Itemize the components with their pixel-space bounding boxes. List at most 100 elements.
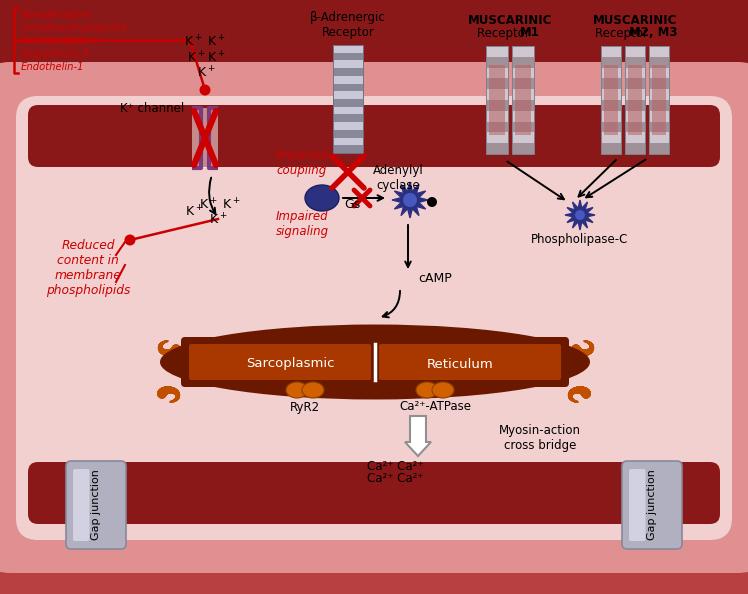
Text: Receptor: Receptor — [595, 27, 652, 39]
Bar — [333, 45, 363, 53]
Polygon shape — [565, 200, 595, 230]
Bar — [333, 68, 363, 76]
Bar — [486, 143, 508, 154]
Bar — [512, 111, 534, 122]
Bar — [333, 84, 363, 91]
Bar — [649, 46, 669, 57]
Text: Noradrenaline: Noradrenaline — [21, 10, 92, 20]
Bar — [625, 100, 645, 111]
Bar — [649, 132, 669, 143]
Bar — [625, 122, 645, 132]
Bar — [512, 132, 534, 143]
FancyBboxPatch shape — [622, 461, 682, 549]
Text: K$^+$: K$^+$ — [197, 65, 215, 81]
Text: Receptor: Receptor — [476, 27, 533, 39]
Bar — [333, 45, 363, 153]
Bar — [512, 68, 534, 78]
Bar — [333, 138, 363, 146]
Bar — [601, 68, 621, 78]
Ellipse shape — [302, 382, 324, 398]
Bar — [625, 57, 645, 68]
Ellipse shape — [432, 382, 454, 398]
Bar — [333, 91, 363, 99]
Bar — [601, 78, 621, 89]
Bar — [625, 46, 645, 154]
Bar — [649, 89, 669, 100]
Circle shape — [124, 235, 135, 245]
Bar — [512, 57, 534, 68]
Text: K⁺ channel: K⁺ channel — [120, 102, 184, 115]
FancyBboxPatch shape — [28, 105, 720, 167]
FancyArrow shape — [405, 416, 431, 456]
Bar — [601, 143, 621, 154]
Bar — [486, 46, 508, 57]
Bar — [601, 57, 621, 68]
Bar — [489, 65, 505, 135]
Text: Impaired
signaling: Impaired signaling — [275, 210, 328, 238]
Text: Gap junction: Gap junction — [647, 470, 657, 541]
Bar — [604, 65, 618, 135]
Bar — [628, 65, 642, 135]
Bar — [486, 89, 508, 100]
Bar — [333, 107, 363, 115]
Text: Myosin-action
cross bridge: Myosin-action cross bridge — [499, 424, 581, 452]
Text: K$^+$: K$^+$ — [185, 204, 203, 220]
Text: Phospholipase-C: Phospholipase-C — [531, 233, 628, 247]
Bar — [333, 53, 363, 61]
Bar — [333, 122, 363, 130]
Bar — [512, 89, 534, 100]
Text: RyR2: RyR2 — [290, 400, 320, 413]
Text: Adenylyl
cyclase: Adenylyl cyclase — [373, 164, 423, 192]
Bar — [512, 46, 534, 57]
Ellipse shape — [305, 185, 339, 211]
Text: Angiotensin II: Angiotensin II — [21, 49, 89, 59]
Bar — [486, 57, 508, 68]
Text: Gs: Gs — [344, 197, 361, 210]
Bar — [649, 143, 669, 154]
FancyBboxPatch shape — [629, 469, 646, 541]
Bar — [652, 65, 666, 135]
Bar — [625, 143, 645, 154]
Circle shape — [200, 84, 210, 96]
FancyBboxPatch shape — [0, 62, 748, 573]
Circle shape — [403, 193, 417, 207]
FancyBboxPatch shape — [28, 462, 720, 524]
Text: K$^+$: K$^+$ — [206, 50, 225, 66]
Text: Reticulum: Reticulum — [426, 358, 494, 371]
Polygon shape — [392, 182, 428, 218]
Text: cAMP: cAMP — [418, 271, 452, 285]
Text: MUSCARINIC: MUSCARINIC — [593, 14, 677, 27]
Text: Ca²⁺-ATPase: Ca²⁺-ATPase — [399, 400, 471, 413]
FancyBboxPatch shape — [0, 493, 748, 594]
Bar — [512, 143, 534, 154]
Bar — [625, 68, 645, 78]
Bar — [625, 89, 645, 100]
Text: Gap junction: Gap junction — [91, 470, 101, 541]
Bar — [625, 111, 645, 122]
Bar — [649, 57, 669, 68]
FancyBboxPatch shape — [66, 461, 126, 549]
Bar — [512, 122, 534, 132]
Bar — [601, 132, 621, 143]
Bar — [649, 111, 669, 122]
FancyBboxPatch shape — [181, 337, 569, 387]
Bar — [512, 46, 534, 154]
Bar — [515, 65, 531, 135]
Bar — [486, 68, 508, 78]
Bar — [486, 78, 508, 89]
FancyBboxPatch shape — [73, 469, 90, 541]
Ellipse shape — [286, 382, 308, 398]
FancyBboxPatch shape — [16, 96, 732, 540]
FancyBboxPatch shape — [379, 344, 561, 380]
Bar — [486, 100, 508, 111]
Text: Impaired
coupling: Impaired coupling — [276, 149, 328, 177]
Bar — [649, 78, 669, 89]
Bar — [333, 130, 363, 138]
Text: K$^+$ K$^+$: K$^+$ K$^+$ — [184, 34, 226, 50]
Bar — [486, 122, 508, 132]
Bar — [601, 100, 621, 111]
Bar — [486, 46, 508, 154]
Bar — [333, 115, 363, 122]
Bar — [649, 68, 669, 78]
Bar — [486, 132, 508, 143]
